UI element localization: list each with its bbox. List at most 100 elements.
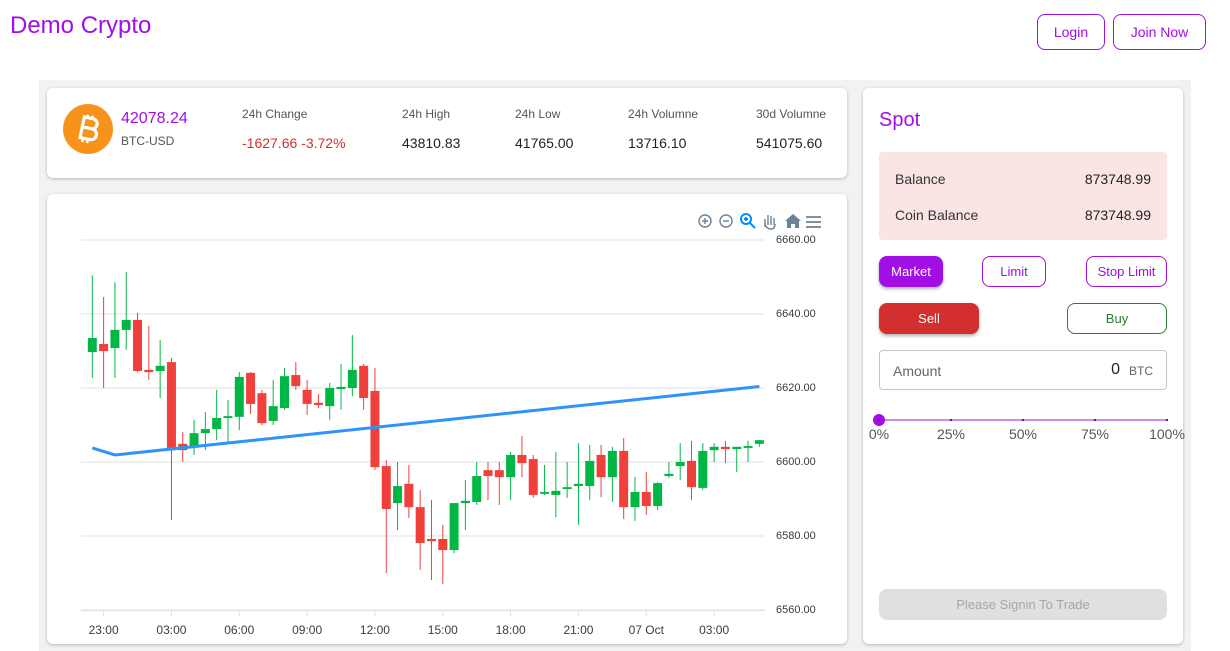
candle-body xyxy=(234,376,244,417)
ticker-card: 42078.24 BTC-USD 24h Change -1627.66 -3.… xyxy=(47,88,847,178)
x-tick-label: 07 Oct xyxy=(629,623,665,637)
login-button[interactable]: Login xyxy=(1037,14,1105,50)
candle-body xyxy=(246,372,256,404)
amount-slider[interactable]: 0% 25% 50% 75% 100% xyxy=(869,408,1185,458)
candle-body xyxy=(313,402,323,406)
zoom-out-icon[interactable] xyxy=(719,214,733,228)
order-type-button[interactable]: Stop Limit xyxy=(1086,256,1167,287)
x-tick-label: 06:00 xyxy=(224,623,254,637)
candle-body xyxy=(325,388,335,407)
sell-button[interactable]: Sell xyxy=(879,303,979,334)
candle-body xyxy=(144,369,154,373)
candle-body xyxy=(280,376,290,408)
x-tick-label: 18:00 xyxy=(496,623,526,637)
amount-input[interactable]: Amount 0 BTC xyxy=(879,350,1167,390)
balance-value: 873748.99 xyxy=(1084,207,1151,223)
amount-unit: BTC xyxy=(1129,364,1153,378)
candle-body xyxy=(687,460,697,488)
stat-label: 24h Low xyxy=(515,107,561,121)
app-title: Demo Crypto xyxy=(10,12,152,39)
candle-body xyxy=(754,440,764,444)
candle-body xyxy=(99,343,109,351)
buy-button[interactable]: Buy xyxy=(1067,303,1167,334)
stat-value: 541075.60 xyxy=(756,135,823,151)
pair: BTC-USD xyxy=(121,134,175,148)
slider-label: 25% xyxy=(936,426,966,442)
spot-title: Spot xyxy=(879,109,921,131)
price: 42078.24 xyxy=(121,110,188,127)
y-tick-label: 6640.00 xyxy=(776,308,816,320)
candle-body xyxy=(155,365,165,371)
candle-body xyxy=(698,450,708,488)
candle-body xyxy=(596,454,606,478)
candle-body xyxy=(302,389,312,404)
stat-label: 24h High xyxy=(402,107,451,121)
candle-body xyxy=(336,386,346,390)
slider-dot xyxy=(878,419,880,421)
candle-body xyxy=(189,433,199,447)
join-button[interactable]: Join Now xyxy=(1113,14,1206,50)
slider-dot xyxy=(1166,419,1168,421)
candle-body xyxy=(517,454,527,464)
change-percent: -3.72% xyxy=(301,135,346,151)
y-tick-label: 6580.00 xyxy=(776,530,816,542)
candle-body xyxy=(212,417,222,430)
stat-value: 41765.00 xyxy=(515,135,574,151)
slider-label: 50% xyxy=(1008,426,1038,442)
candle-body xyxy=(483,470,493,477)
stat-label: 24h Change xyxy=(242,107,308,121)
pan-icon[interactable] xyxy=(764,215,776,230)
balance-box: Balance 873748.99 Coin Balance 873748.99 xyxy=(879,152,1167,240)
order-type-button[interactable]: Limit xyxy=(982,256,1046,287)
x-tick-label: 03:00 xyxy=(156,623,186,637)
y-tick-label: 6620.00 xyxy=(776,382,816,394)
candle-body xyxy=(619,450,629,508)
y-tick-label: 6560.00 xyxy=(776,604,816,616)
candle-body xyxy=(166,362,176,451)
reset-icon[interactable] xyxy=(785,214,801,228)
candle-body xyxy=(653,483,663,507)
candle-body xyxy=(121,319,131,330)
candle-body xyxy=(562,487,572,490)
candle-body xyxy=(675,462,685,467)
candle-body xyxy=(200,429,210,434)
zoom-in-icon[interactable] xyxy=(698,214,712,228)
candle-body xyxy=(449,503,459,551)
selection-zoom-icon[interactable] xyxy=(740,213,756,229)
candle-body xyxy=(370,390,380,468)
candle-body xyxy=(415,507,425,544)
x-tick-label: 23:00 xyxy=(89,623,119,637)
slider-dot xyxy=(1022,419,1024,421)
slider-label: 75% xyxy=(1080,426,1110,442)
stat-value: 13716.10 xyxy=(628,135,687,151)
candle-body xyxy=(720,446,730,450)
balance-label: Balance xyxy=(895,171,946,187)
change-value: -1627.66 xyxy=(242,135,298,151)
submit-button: Please Signin To Trade xyxy=(879,589,1167,620)
candle-body xyxy=(607,450,617,478)
y-tick-label: 6660.00 xyxy=(776,234,816,246)
amount-value: 0 xyxy=(1111,361,1120,378)
x-tick-label: 21:00 xyxy=(563,623,593,637)
chart-card: 6660.00 6640.00 6620.00 6600.00 6580.00 6560.… xyxy=(47,194,847,644)
slider-label: 0% xyxy=(868,426,890,442)
balance-value: 873748.99 xyxy=(1084,171,1151,187)
candle-body xyxy=(585,460,595,487)
candle-body xyxy=(528,459,538,495)
candle-body xyxy=(743,446,753,448)
x-tick-label: 09:00 xyxy=(292,623,322,637)
candle-body xyxy=(472,476,482,502)
candle-body xyxy=(438,538,448,551)
order-type-button[interactable]: Market xyxy=(879,256,943,287)
spot-card: Spot Balance 873748.99 Coin Balance 8737… xyxy=(863,88,1185,644)
candle-body xyxy=(393,486,403,504)
candle-body xyxy=(381,466,391,509)
candle-body xyxy=(110,329,120,349)
candle-body xyxy=(573,483,583,487)
amount-label: Amount xyxy=(893,363,942,379)
candle-body xyxy=(494,470,504,478)
stat-label: 30d Volumne xyxy=(756,107,827,121)
coin-icon xyxy=(63,104,113,154)
menu-icon[interactable] xyxy=(806,216,821,228)
